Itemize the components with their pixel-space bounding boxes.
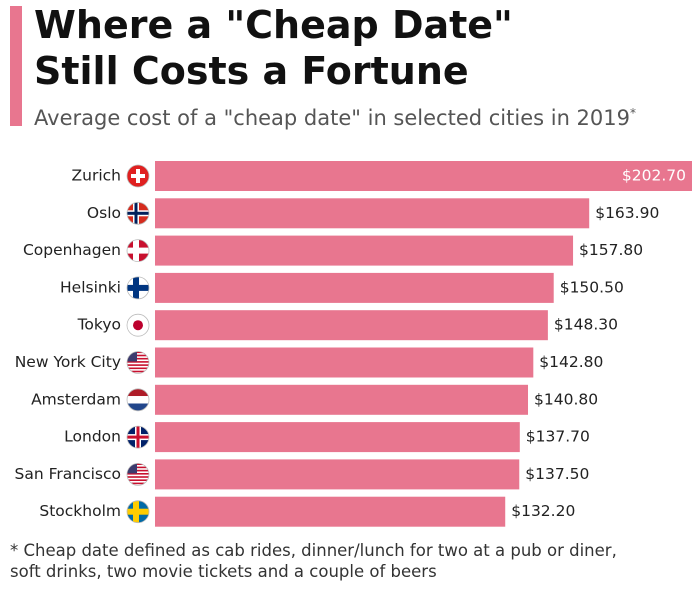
category-label: San Francisco [15,465,121,483]
footnote: * Cheap date defined as cab rides, dinne… [10,541,617,581]
flag [127,388,149,411]
flag-ring [126,201,150,225]
flag [127,239,149,262]
flag-part [127,479,149,481]
value-label: $137.70 [526,428,590,446]
flag-ring [126,239,150,262]
flag-part [127,466,149,469]
bar [155,198,590,229]
flag-part [127,357,149,360]
flag-part [134,202,138,225]
bar [155,272,554,303]
value-label: $148.30 [554,316,618,334]
flag-ring [126,500,150,524]
accent-bar [10,6,22,126]
flag [127,500,149,523]
flag [127,202,149,225]
flag [127,351,149,374]
flag-part [127,370,149,373]
category-label: Copenhagen [23,241,121,259]
flag-part [127,388,149,397]
flag-part [133,239,139,262]
category-label: Zurich [72,167,121,185]
flag [127,463,149,486]
flag-part [136,426,140,449]
flag-part [127,396,149,404]
flag-part [133,320,143,331]
flag-part [127,354,149,357]
value-label: $140.80 [534,390,598,408]
bar [155,384,529,415]
flag-ring [126,276,150,300]
chart-title: Where a "Cheap Date" Still Costs a Fortu… [34,3,513,93]
category-label: London [64,428,121,446]
flag-ring [126,313,150,337]
flag-ring [126,425,150,449]
bar [155,496,506,527]
value-label: $150.50 [560,278,624,296]
flag-ring [126,462,150,486]
flag-part [127,403,149,411]
flag-part [127,476,149,478]
flag [127,165,149,187]
flag-part [127,367,149,370]
value-label: $157.80 [579,241,643,259]
bar [155,459,520,490]
flag-part [127,351,149,354]
value-label: $202.70 [622,167,686,185]
value-label: $163.90 [595,204,659,222]
category-label: Stockholm [39,502,121,520]
flag-part [133,500,139,523]
flag-part [127,469,149,472]
value-label: $132.20 [511,502,575,520]
flag [127,276,149,299]
chart-subtitle: Average cost of a "cheap date" in select… [34,106,636,130]
flag-part [127,211,149,215]
flag-ring [126,388,150,412]
flag-part [127,473,149,475]
flag-part [127,463,149,465]
flag [127,314,149,337]
flag-part [131,174,145,178]
bar [155,347,534,378]
flag-ring [126,164,150,188]
bar [155,310,548,341]
bar [155,422,520,453]
category-label: Amsterdam [31,390,121,408]
flag-part [127,482,149,485]
flag-part [133,276,139,299]
category-label: New York City [15,353,121,371]
subtitle-text: Average cost of a "cheap date" in select… [34,106,630,130]
flag-part [127,364,149,366]
category-label: Oslo [87,204,121,222]
flag-ring [126,351,150,374]
flag [127,426,149,449]
bar [155,161,692,191]
subtitle-marker: * [630,106,636,120]
category-label: Tokyo [77,316,121,334]
category-label: Helsinki [60,278,121,296]
value-label: $137.50 [525,465,589,483]
bar [155,235,574,266]
value-label: $142.80 [539,353,603,371]
flag-part [127,463,137,474]
flag-part [127,361,149,363]
chart: Zurich $202.70 Oslo $163.90 Copenhagen $157.8… [15,161,692,527]
flag-part [127,351,137,362]
